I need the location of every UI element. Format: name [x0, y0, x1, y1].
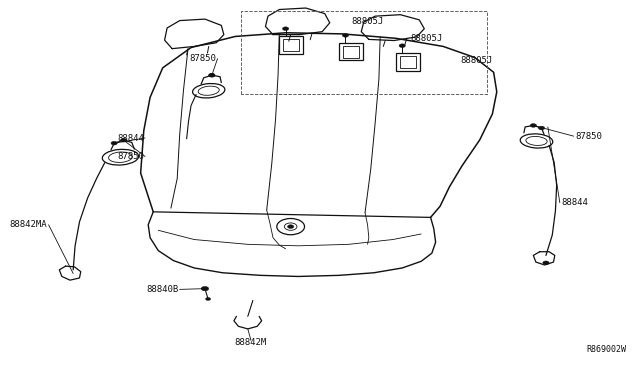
Circle shape [120, 138, 127, 142]
Circle shape [209, 73, 215, 77]
Circle shape [209, 73, 215, 77]
Text: 88842M: 88842M [235, 339, 267, 347]
Bar [279, 36, 303, 54]
Circle shape [282, 27, 289, 31]
Text: 88805J: 88805J [410, 34, 443, 43]
Text: 87850: 87850 [189, 54, 216, 63]
Bar [339, 43, 363, 61]
Circle shape [530, 124, 536, 127]
Circle shape [543, 261, 549, 264]
Text: 88840B: 88840B [146, 285, 179, 294]
Text: 87850: 87850 [117, 152, 144, 161]
Circle shape [399, 44, 405, 48]
Bar [400, 56, 416, 68]
Text: 88842MA: 88842MA [10, 220, 47, 229]
Circle shape [201, 286, 209, 291]
Text: 88844: 88844 [117, 134, 144, 142]
Circle shape [342, 33, 349, 37]
Bar [283, 39, 300, 51]
Circle shape [538, 126, 545, 130]
Text: 88805J: 88805J [461, 56, 493, 65]
Text: 88805J: 88805J [352, 17, 384, 26]
Circle shape [111, 141, 117, 145]
Text: 88844: 88844 [562, 198, 589, 207]
Circle shape [287, 225, 294, 228]
Text: 87850: 87850 [575, 132, 602, 141]
Text: R869002W: R869002W [586, 345, 626, 354]
Bar [396, 53, 420, 71]
Circle shape [205, 298, 211, 301]
Bar [343, 46, 360, 58]
